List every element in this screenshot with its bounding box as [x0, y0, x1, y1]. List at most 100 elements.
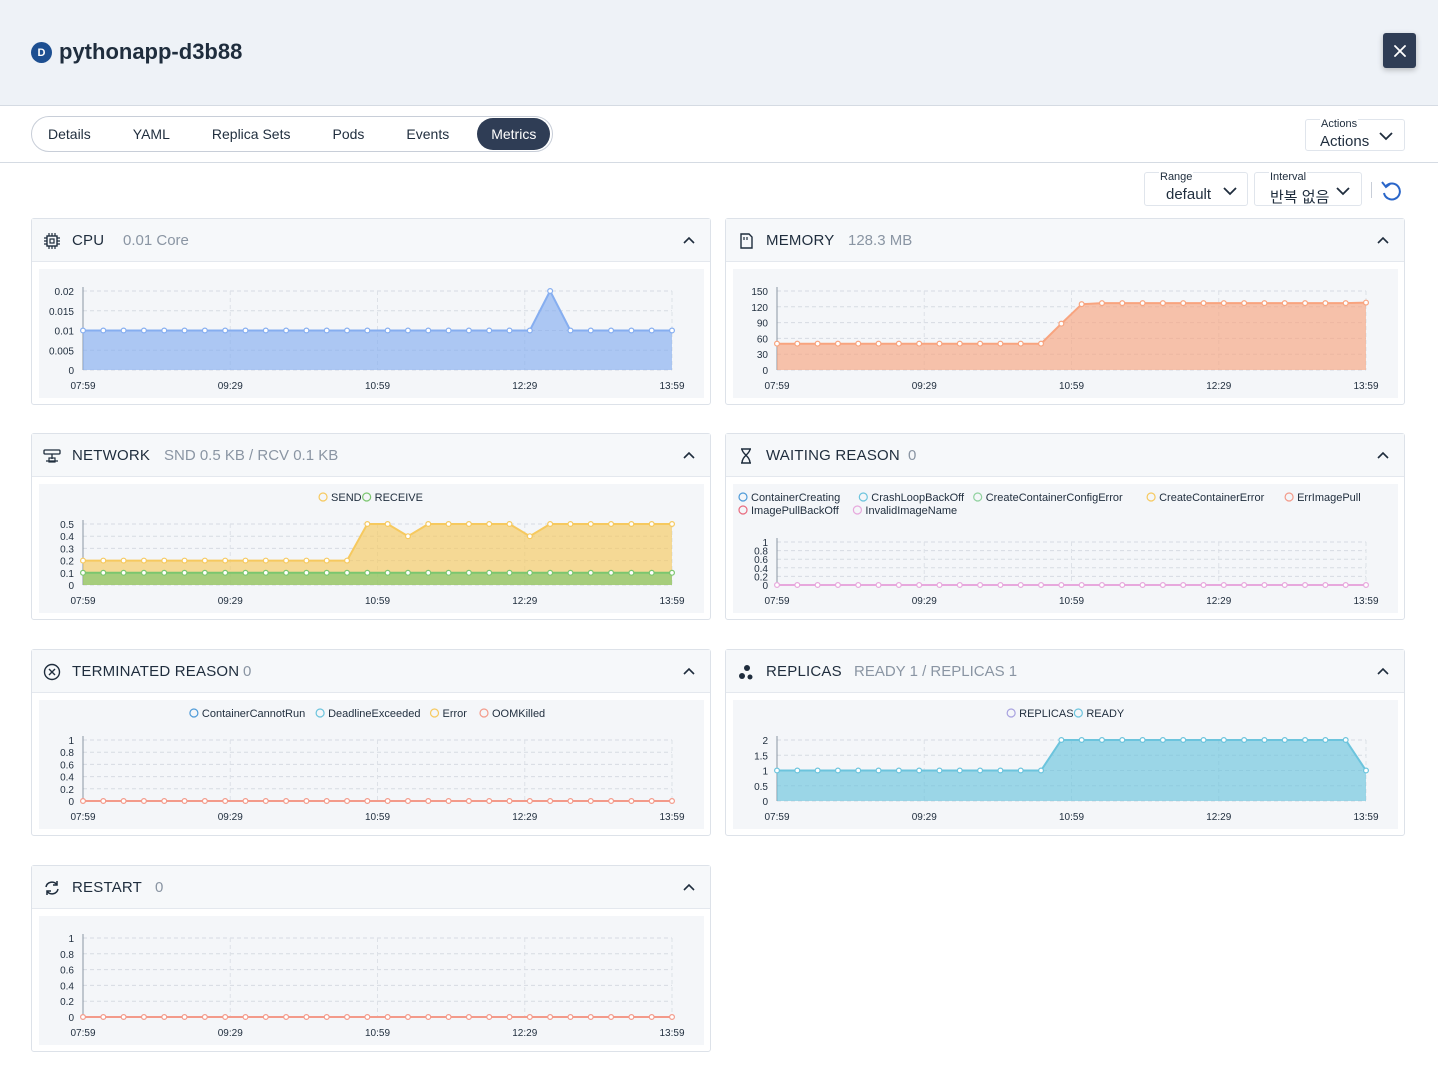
- panel-value: 0: [155, 879, 164, 896]
- data-point: [120, 327, 127, 334]
- memory-chart: 150 120 90 60 30 0 07:59 09:29 10:59 12:29 13:59: [733, 269, 1398, 398]
- data-point: [323, 797, 330, 804]
- x-tick-label: 07:59: [764, 381, 789, 392]
- data-point: [608, 520, 615, 527]
- chevron-up-icon[interactable]: [1376, 664, 1390, 678]
- tab-yaml[interactable]: YAML: [132, 126, 170, 142]
- chevron-down-icon: [1223, 187, 1237, 196]
- data-point: [303, 797, 310, 804]
- legend-marker: [315, 708, 325, 718]
- chevron-up-icon[interactable]: [682, 448, 696, 462]
- data-point: [242, 1013, 249, 1020]
- x-tick-label: 07:59: [764, 596, 789, 607]
- refresh-button[interactable]: [1379, 179, 1403, 201]
- refresh-icon: [1381, 181, 1401, 201]
- y-tick-label: 0.8: [60, 950, 74, 961]
- data-point: [303, 569, 310, 576]
- panel-title: RESTART: [72, 879, 143, 896]
- tab-metrics[interactable]: Metrics: [477, 118, 551, 150]
- data-point: [445, 520, 452, 527]
- data-point: [465, 797, 472, 804]
- x-tick-label: 07:59: [764, 812, 789, 823]
- chevron-up-icon[interactable]: [682, 664, 696, 678]
- data-point: [100, 569, 107, 576]
- data-point: [445, 797, 452, 804]
- y-tick-label: 0.02: [55, 287, 75, 298]
- panel-title: MEMORY: [766, 232, 835, 249]
- data-point: [773, 767, 780, 774]
- tab-bar: Details YAML Replica Sets Pods Events Me…: [0, 107, 1438, 163]
- tab-events[interactable]: Events: [406, 126, 450, 142]
- legend-marker: [1284, 492, 1294, 502]
- data-point: [1322, 300, 1329, 307]
- chevron-up-icon[interactable]: [682, 880, 696, 894]
- data-point: [79, 1013, 86, 1020]
- data-point: [794, 581, 801, 588]
- x-tick-label: 07:59: [70, 381, 95, 392]
- actions-dropdown[interactable]: Actions Actions: [1305, 118, 1405, 151]
- data-point: [1139, 581, 1146, 588]
- x-tick-label: 12:29: [1206, 596, 1231, 607]
- x-tick-label: 10:59: [365, 812, 390, 823]
- chevron-up-icon[interactable]: [1376, 233, 1390, 247]
- legend-label: Error: [443, 708, 468, 720]
- data-point: [1017, 767, 1024, 774]
- x-tick-label: 10:59: [365, 1028, 390, 1039]
- data-point: [1038, 581, 1045, 588]
- data-point: [364, 569, 371, 576]
- data-point: [1362, 299, 1369, 306]
- y-tick-label: 0.2: [60, 557, 74, 568]
- data-point: [1200, 736, 1207, 743]
- y-tick-label: 1: [762, 767, 768, 778]
- series-area: [83, 524, 672, 585]
- panel-value: 0: [243, 663, 252, 680]
- y-tick-label: 0.5: [754, 782, 768, 793]
- data-point: [344, 557, 351, 564]
- close-button[interactable]: [1383, 33, 1416, 68]
- waiting-reason-chart: ContainerCreating CrashLoopBackOff CreateC…: [733, 484, 1398, 613]
- close-icon: [1393, 44, 1406, 57]
- chevron-up-icon[interactable]: [1376, 448, 1390, 462]
- network-icon: [43, 449, 61, 463]
- legend-label: CreateContainerConfigError: [986, 492, 1123, 504]
- x-tick-label: 12:29: [1206, 381, 1231, 392]
- chevron-down-icon: [1336, 187, 1350, 196]
- chevron-up-icon[interactable]: [682, 233, 696, 247]
- legend-marker: [318, 492, 328, 502]
- x-tick-label: 09:29: [218, 1028, 243, 1039]
- legend-marker: [1146, 492, 1156, 502]
- terminated-reason-chart: ContainerCannotRun DeadlineExceeded Error O…: [39, 700, 704, 829]
- data-point: [567, 327, 574, 334]
- range-dropdown[interactable]: Range default: [1144, 171, 1248, 206]
- data-point: [465, 1013, 472, 1020]
- tab-replica-sets[interactable]: Replica Sets: [211, 126, 291, 142]
- data-point: [834, 581, 841, 588]
- tab-details[interactable]: Details: [48, 126, 91, 142]
- tab-pods[interactable]: Pods: [332, 126, 365, 142]
- data-point: [323, 569, 330, 576]
- panel-title: WAITING REASON: [766, 447, 900, 464]
- panel-title: REPLICAS: [766, 663, 842, 680]
- data-point: [1220, 300, 1227, 307]
- x-tick-label: 09:29: [912, 381, 937, 392]
- data-point: [936, 340, 943, 347]
- memory-card-icon: [740, 233, 753, 249]
- y-tick-label: 0: [762, 797, 768, 808]
- legend-label: READY: [1086, 708, 1125, 720]
- x-tick-label: 10:59: [1059, 812, 1084, 823]
- data-point: [445, 569, 452, 576]
- x-tick-label: 12:29: [1206, 812, 1231, 823]
- data-point: [222, 569, 229, 576]
- data-point: [794, 767, 801, 774]
- data-point: [936, 581, 943, 588]
- x-tick-label: 10:59: [1059, 381, 1084, 392]
- data-point: [425, 1013, 432, 1020]
- data-point: [100, 327, 107, 334]
- data-point: [425, 569, 432, 576]
- data-point: [262, 569, 269, 576]
- terminated-reason-chart-svg: ContainerCannotRun DeadlineExceeded Error O…: [60, 708, 685, 823]
- data-point: [100, 1013, 107, 1020]
- terminated-reason-panel: TERMINATED REASON 0 ContainerCannotRun De…: [31, 649, 711, 836]
- interval-dropdown[interactable]: Interval 반복 없음: [1254, 171, 1362, 206]
- data-point: [895, 767, 902, 774]
